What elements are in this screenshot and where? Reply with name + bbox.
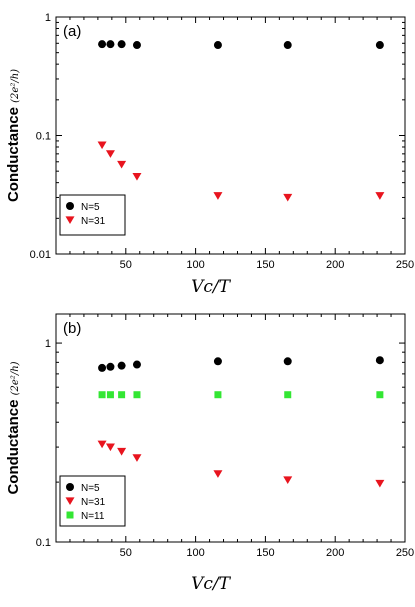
series-N=11 [98,391,384,399]
x-tick-label: 50 [120,259,132,271]
x-tick-label: 100 [186,547,204,559]
data-point [105,443,115,452]
data-point [106,40,115,49]
legend-entry: N=31 [81,216,106,227]
data-point [375,479,385,488]
data-point [214,391,222,399]
legend-marker [66,202,74,210]
legend-box [59,194,126,236]
data-point [132,454,142,462]
legend-entry: N=5 [81,483,100,494]
data-point [133,391,141,399]
x-axis-label: Vc/T [191,574,232,594]
plot-frame [55,313,406,543]
legend: N=5 N=31 [59,194,126,236]
chart-panel-0: 50 100 150 200 250 0.01 0.1 1 (a) Conductance (2e… [5,12,414,297]
data-point [106,362,115,371]
x-tick-label: 200 [326,547,344,559]
data-point [132,41,141,50]
data-point [283,476,293,485]
data-point [98,40,107,49]
x-axis-label: Vc/T [191,277,232,297]
data-point [375,41,384,50]
y-tick-label: 1 [45,12,51,24]
data-point [132,360,141,369]
data-point [283,193,293,202]
data-point [117,361,126,370]
chart-panel-1: 50 100 150 200 250 0.1 1 (b) Conductance (2e²/h)… [5,313,414,594]
data-point [375,192,385,200]
data-point [283,357,292,366]
data-point [117,447,127,456]
series-N=31 [97,440,385,488]
series-N=31 [97,141,385,202]
y-tick-label: 0.1 [36,131,51,143]
data-point [97,440,107,449]
legend: N=5 N=31 N=11 [59,475,126,527]
legend-entry: N=11 [81,511,105,522]
y-axis-label: Conductance (2e²/h) [5,361,22,494]
legend-marker [65,497,75,506]
data-point [117,160,127,169]
data-point [213,470,223,478]
data-point [213,41,222,50]
data-point [118,391,126,399]
data-point [98,363,107,372]
y-axis-label-text: Conductance [5,395,22,494]
panel-label: (a) [63,23,81,40]
data-point [106,391,114,399]
data-point [284,391,292,399]
legend-marker [66,511,74,519]
y-axis-label-text: Conductance [5,103,22,202]
y-tick-label: 0.01 [30,249,51,261]
x-tick-label: 100 [186,259,204,271]
legend-marker [65,216,75,225]
legend-entry: N=31 [81,497,106,508]
panel-label: (b) [63,320,81,337]
y-tick-label: 1 [45,338,51,350]
legend-marker [66,483,74,491]
data-point [375,356,384,365]
data-point [213,357,222,366]
data-point [98,391,106,399]
x-tick-label: 200 [326,259,344,271]
data-point [376,391,384,399]
y-tick-label: 0.1 [36,537,51,549]
data-point [132,172,142,181]
x-tick-label: 50 [120,547,132,559]
legend-entry: N=5 [81,202,100,213]
data-point [213,192,223,200]
series-N=5 [98,40,384,50]
y-axis-label: Conductance (2e²/h) [5,69,22,202]
y-axis-label-unit: (2e²/h) [10,361,21,395]
x-tick-label: 150 [256,547,274,559]
data-point [97,141,107,150]
data-point [117,40,126,49]
x-tick-label: 250 [396,547,414,559]
series-N=5 [98,356,384,372]
x-tick-label: 250 [396,259,414,271]
y-axis-label-unit: (2e²/h) [10,69,21,103]
x-tick-label: 150 [256,259,274,271]
data-point [283,41,292,50]
data-point [105,150,115,158]
